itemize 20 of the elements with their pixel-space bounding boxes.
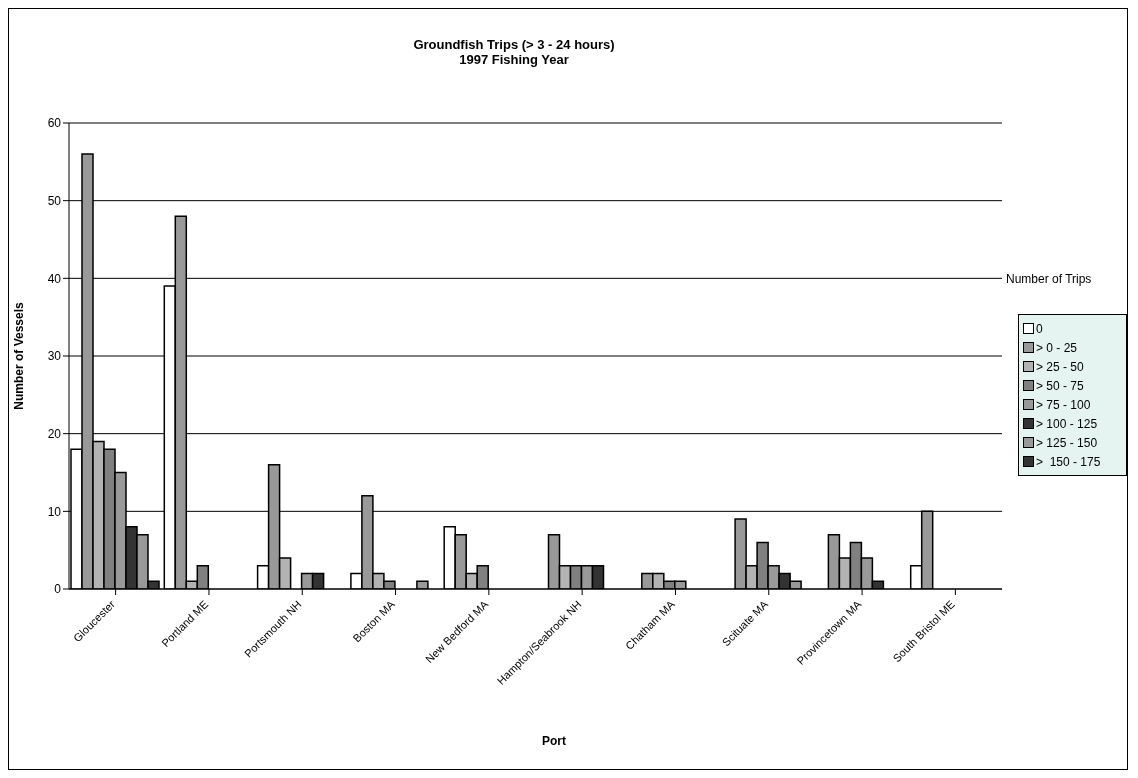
legend-label: > 75 - 100 xyxy=(1036,397,1091,412)
y-tick-label: 60 xyxy=(47,116,62,131)
y-tick-label: 50 xyxy=(47,193,62,208)
legend-label: 0 xyxy=(1036,321,1043,336)
legend-label: > 50 - 75 xyxy=(1036,378,1084,393)
chart-subtitle: 1997 Fishing Year xyxy=(458,52,570,67)
chart-title: Groundfish Trips (> 3 - 24 hours) xyxy=(412,37,616,52)
y-tick-label: 20 xyxy=(47,426,62,441)
y-tick-label: 0 xyxy=(54,582,62,597)
legend-label: > 25 - 50 xyxy=(1036,359,1084,374)
y-tick-label: 10 xyxy=(47,504,62,519)
legend-label: > 125 - 150 xyxy=(1036,435,1098,450)
legend-title: Number of Trips xyxy=(1006,272,1093,286)
y-axis-title: Number of Vessels xyxy=(12,301,27,410)
y-tick-label: 30 xyxy=(47,349,62,364)
legend-label: > 150 - 175 xyxy=(1036,454,1101,469)
legend-label: > 100 - 125 xyxy=(1036,416,1098,431)
legend-label: > 0 - 25 xyxy=(1036,340,1078,355)
y-tick-label: 40 xyxy=(47,271,62,286)
x-axis-title: Port xyxy=(541,734,567,748)
